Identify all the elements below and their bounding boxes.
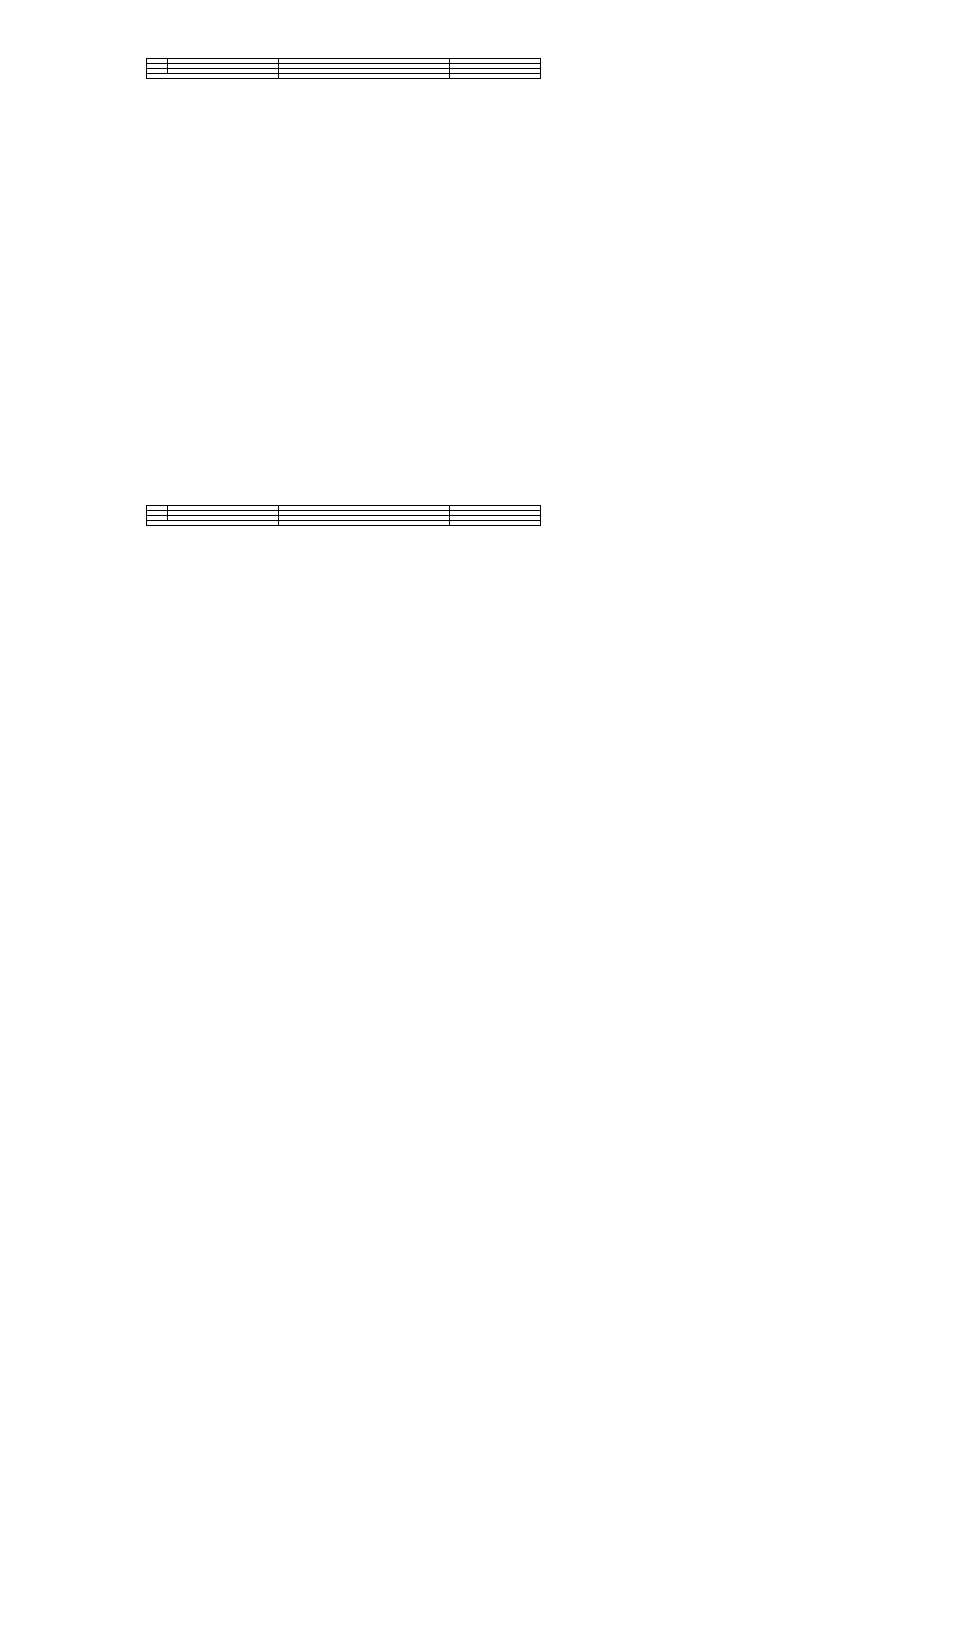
cell (450, 74, 541, 79)
cell (147, 74, 279, 79)
table-2 (146, 505, 541, 526)
cell (147, 521, 279, 526)
table-footer-row (147, 74, 541, 79)
page (60, 0, 900, 1643)
boxplot-chart (120, 97, 840, 477)
cell (450, 521, 541, 526)
cell (279, 521, 450, 526)
table-footer-row (147, 521, 541, 526)
table-1 (146, 58, 541, 79)
cell (279, 74, 450, 79)
boxplot-svg (120, 97, 560, 477)
